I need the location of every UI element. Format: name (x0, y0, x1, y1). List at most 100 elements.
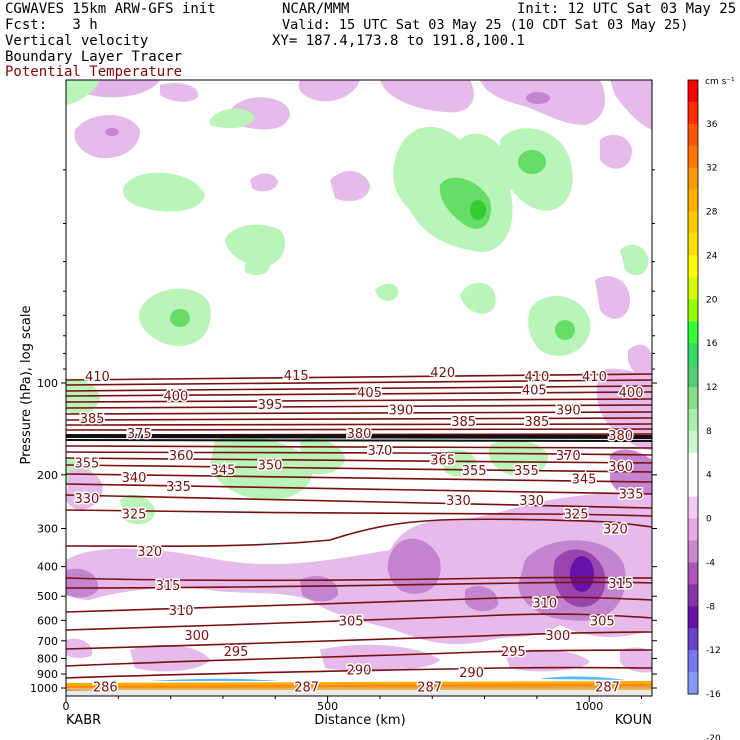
y-tick-label: 700 (37, 635, 58, 648)
colorbar-label: 28 (706, 208, 718, 218)
theta-contour (66, 423, 652, 426)
theta-contour-label: 315 (608, 577, 633, 592)
colorbar-label: 4 (706, 471, 712, 481)
updraft-core (518, 150, 546, 174)
updraft-region (120, 494, 155, 525)
theta-contour (66, 373, 652, 381)
theta-contour-label: 287 (417, 681, 442, 696)
colorbar-label: 16 (706, 339, 718, 349)
updraft-core (470, 200, 486, 220)
colorbar-swatch (688, 430, 698, 454)
downdraft-region (610, 80, 652, 130)
theta-contour-label: 405 (357, 386, 382, 401)
theta-contour (66, 631, 652, 650)
updraft-region (620, 244, 649, 276)
theta-contour-label: 310 (532, 597, 557, 612)
y-tick-label: 100 (37, 377, 58, 390)
theta-contour-label: 286 (93, 681, 118, 696)
theta-contour (66, 596, 652, 613)
colorbar-label: 24 (706, 251, 718, 261)
theta-contour (66, 613, 652, 631)
theta-contour-label: 290 (459, 666, 484, 681)
colorbar-swatch (688, 299, 698, 322)
theta-contour-label: 400 (163, 390, 188, 405)
downdraft-region (66, 469, 103, 510)
theta-contour-label: 365 (430, 453, 455, 468)
theta-contour-label: 410 (582, 370, 607, 385)
theta-contour-label: 345 (572, 473, 597, 488)
theta-contour-label: 305 (590, 614, 615, 629)
theta-contour-label: 355 (462, 464, 487, 479)
theta-contour-label: 340 (122, 471, 147, 486)
colorbar-swatch (688, 145, 698, 169)
downdraft-region (74, 115, 140, 159)
colorbar-label: -20 (706, 734, 721, 740)
init-time: Init: 12 UTC Sat 03 May 25 (517, 1, 737, 17)
y-tick-label: 1000 (30, 682, 58, 695)
updraft-region (488, 439, 549, 477)
theta-contour-label: 287 (595, 681, 620, 696)
model-title: CGWAVES 15km ARW-GFS init (5, 1, 216, 17)
theta-contour-label: 410 (85, 370, 110, 385)
theta-contour (66, 451, 652, 456)
y-tick-label: 200 (37, 469, 58, 482)
colorbar-swatch (688, 408, 698, 432)
right-endpoint-label: KOUN (615, 713, 652, 728)
theta-contour (66, 464, 652, 473)
colorbar-swatch (688, 672, 698, 695)
y-tick-label: 800 (37, 652, 58, 665)
theta-contour (66, 483, 652, 495)
center-label: NCAR/MMM (282, 1, 350, 17)
y-tick-label: 300 (37, 523, 58, 536)
velocity-upper-blobs (66, 80, 652, 380)
theta-contour (66, 457, 652, 464)
theta-contour-label: 420 (430, 366, 455, 381)
theta-contour-label: 325 (122, 508, 147, 523)
theta-contour (66, 411, 652, 415)
downdraft-region (595, 276, 630, 319)
colorbar-swatch (688, 584, 698, 607)
colorbar-label: 36 (706, 120, 718, 130)
theta-contour-label: 400 (619, 386, 644, 401)
forecast-hour: Fcst: 3 h (5, 17, 98, 33)
theta-contour-label: 370 (368, 444, 393, 459)
x-tick-label: 0 (63, 700, 70, 713)
downdraft-region (600, 134, 632, 169)
theta-contour-label: 390 (388, 403, 413, 418)
theta-contour-label: 385 (451, 415, 476, 430)
theta-contour-label: 315 (156, 579, 181, 594)
theta-contour-label: 360 (608, 460, 633, 475)
x-axis: 0 500 1000 (63, 696, 643, 713)
theta-contour-label: 330 (446, 494, 471, 509)
downdraft-region (66, 492, 652, 645)
field-potential-temperature: Potential Temperature (5, 64, 183, 80)
colorbar-swatch (688, 540, 698, 563)
colorbar-swatch (688, 387, 698, 410)
theta-contour-label: 330 (519, 494, 544, 509)
theta-contour (66, 391, 652, 397)
theta-contour-label: 385 (524, 415, 549, 430)
field-boundary-layer-tracer: Boundary Layer Tracer (5, 49, 183, 65)
colorbar-swatch (688, 606, 698, 629)
theta-contour-label: 305 (339, 614, 364, 629)
colorbar-label: 8 (706, 427, 712, 437)
downdraft-core (66, 568, 99, 598)
colorbar-label: 20 (706, 295, 718, 305)
theta-contour-label: 320 (603, 523, 628, 538)
theta-contour (66, 379, 652, 386)
downdraft-region (250, 173, 278, 192)
x-tick-label: 1000 (575, 700, 603, 713)
theta-contour (66, 518, 652, 548)
colorbar-swatch (688, 123, 698, 147)
downdraft-region (505, 649, 590, 672)
theta-contour-label: 310 (169, 604, 194, 619)
colorbar-swatch (688, 518, 698, 541)
xy-endpoints: XY= 187.4,173.8 to 191.8,100.1 (272, 33, 525, 49)
y-tick-label: 900 (37, 668, 58, 681)
y-tick-label: 400 (37, 561, 58, 574)
theta-contour (66, 428, 652, 431)
downdraft-region (380, 80, 474, 113)
theta-contour-label: 320 (137, 545, 162, 560)
